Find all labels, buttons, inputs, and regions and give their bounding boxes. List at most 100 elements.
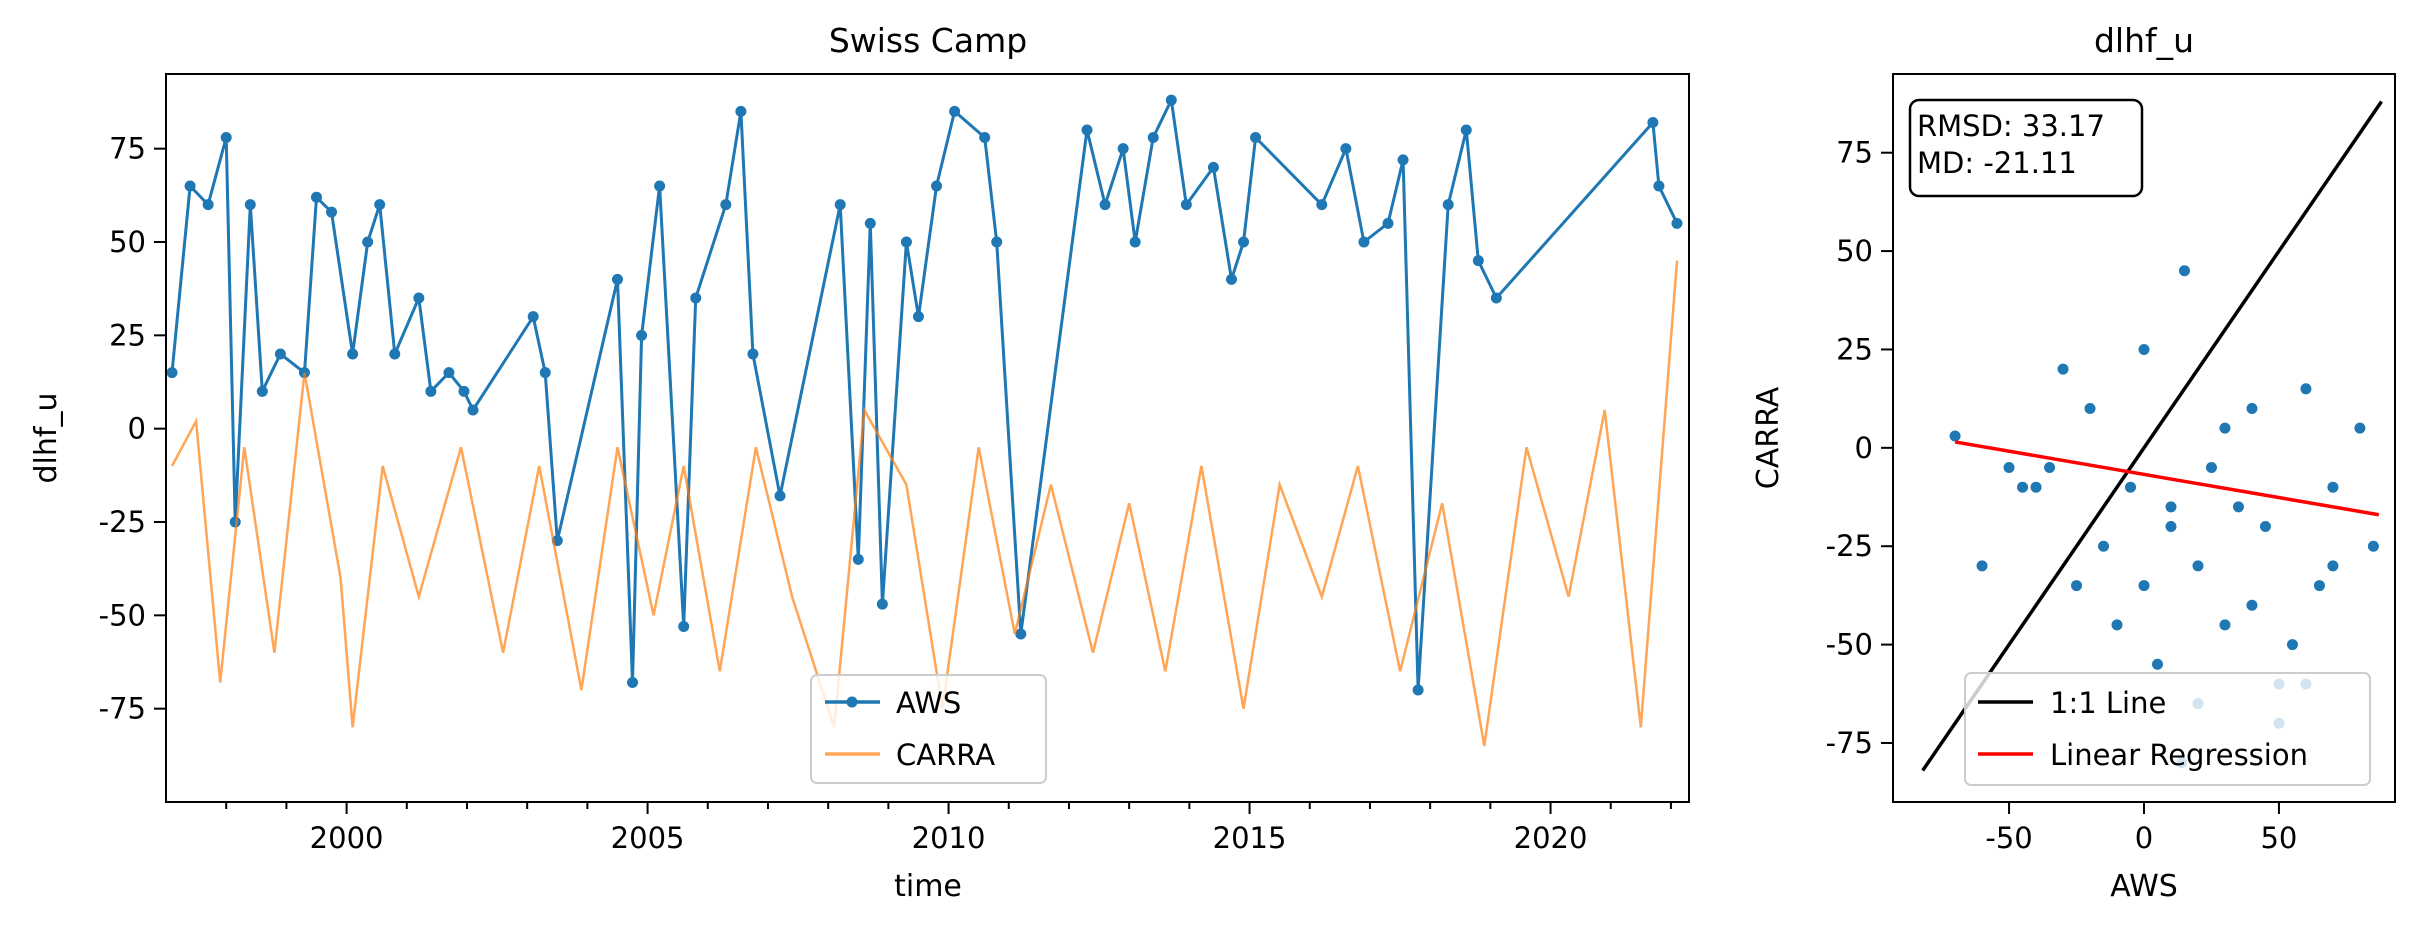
aws-point (458, 385, 470, 397)
scatter-point (2030, 481, 2042, 493)
aws-point (1099, 199, 1111, 211)
timeseries-x-ticks: 2000 2005 2010 2015 2020 (225, 802, 1672, 855)
scatter-point (2098, 540, 2110, 552)
scatter-point (2044, 462, 2056, 474)
aws-point (1472, 255, 1484, 267)
scatter-title: dlhf_u (2094, 21, 2194, 60)
aws-point (389, 348, 401, 360)
aws-point (425, 385, 437, 397)
scatter-point (2246, 402, 2258, 414)
x-tick-label: 2005 (611, 821, 685, 855)
regression-line (1954, 440, 2380, 517)
aws-point (1015, 628, 1027, 640)
scatter-point (2111, 619, 2123, 631)
aws-point (326, 206, 338, 218)
timeseries-ylabel: dlhf_u (29, 393, 64, 484)
aws-point (949, 105, 961, 117)
scatter-point (2084, 402, 2096, 414)
scatter-plot-area (1921, 100, 2383, 772)
scatter-point (2178, 265, 2190, 277)
aws-point (256, 385, 268, 397)
timeseries-plot-area (166, 94, 1683, 747)
scatter-point (2232, 501, 2244, 513)
aws-point (202, 199, 214, 211)
y-tick-label: 0 (1855, 431, 1873, 465)
legend-identity-label: 1:1 Line (2050, 686, 2166, 720)
x-tick-label: 50 (2260, 821, 2297, 855)
aws-point (362, 236, 374, 248)
aws-point (1081, 124, 1093, 136)
scatter-point (2125, 481, 2137, 493)
scatter-point (2354, 422, 2366, 434)
aws-point (1207, 161, 1219, 173)
aws-point (636, 329, 648, 341)
aws-point (1412, 684, 1424, 696)
scatter-y-ticks: -75 -50 -25 0 25 50 75 (1826, 136, 1893, 760)
scatter-point (2205, 462, 2217, 474)
y-tick-label: -25 (99, 505, 146, 539)
scatter-point (2165, 521, 2177, 533)
timeseries-xlabel: time (894, 869, 962, 904)
aws-point (1442, 199, 1454, 211)
aws-point (374, 199, 386, 211)
aws-point (443, 367, 455, 379)
aws-point (1117, 143, 1129, 155)
aws-point (274, 348, 286, 360)
scatter-point (2367, 540, 2379, 552)
y-tick-label: -75 (99, 692, 146, 726)
aws-point (1382, 217, 1394, 229)
stats-rmsd: RMSD: 33.17 (1917, 109, 2105, 143)
aws-point (539, 367, 551, 379)
aws-point (834, 199, 846, 211)
aws-point (1316, 199, 1328, 211)
scatter-xlabel: AWS (2110, 869, 2178, 904)
aws-point (347, 348, 359, 360)
legend-aws-label: AWS (896, 686, 961, 720)
aws-point (690, 292, 702, 304)
aws-point (220, 131, 232, 143)
series-carra-line (170, 260, 1679, 747)
aws-point (413, 292, 425, 304)
aws-point (1250, 131, 1262, 143)
x-tick-label: 2010 (912, 821, 986, 855)
y-tick-label: 0 (128, 412, 146, 446)
y-tick-label: -50 (1826, 628, 1873, 662)
aws-point (979, 131, 991, 143)
y-tick-label: 50 (1836, 234, 1873, 268)
aws-point (627, 677, 639, 689)
scatter-point (2057, 363, 2069, 375)
aws-point (1129, 236, 1141, 248)
scatter-point (2327, 560, 2339, 572)
stats-box: RMSD: 33.17 MD: -21.11 (1908, 98, 2144, 198)
timeseries-y-ticks: -75 -50 -25 0 25 50 75 (99, 132, 166, 726)
stats-md: MD: -21.11 (1917, 146, 2077, 180)
aws-point (912, 311, 924, 323)
aws-point (747, 348, 759, 360)
aws-point (852, 553, 864, 565)
aws-point (1671, 217, 1683, 229)
aws-point (1397, 154, 1409, 166)
aws-point (931, 180, 943, 192)
scatter-point (2300, 383, 2312, 395)
scatter-point (2003, 462, 2015, 474)
aws-point (1358, 236, 1370, 248)
aws-point (611, 273, 623, 285)
scatter-point (1949, 430, 1961, 442)
y-tick-label: 25 (109, 318, 146, 352)
timeseries-frame (165, 73, 1690, 803)
aws-point (1460, 124, 1472, 136)
scatter-point (2017, 481, 2029, 493)
x-tick-label: -50 (1985, 821, 2032, 855)
scatter-point (2286, 639, 2298, 651)
scatter-x-ticks: -50 0 50 (1985, 802, 2297, 855)
scatter-point (2219, 619, 2231, 631)
identity-line (1921, 100, 2383, 772)
scatter-point (2138, 580, 2150, 592)
aws-point (527, 311, 539, 323)
aws-point (735, 105, 747, 117)
scatter-legend: 1:1 Line Linear Regression (1964, 672, 2371, 786)
x-tick-label: 2020 (1514, 821, 1588, 855)
aws-point (876, 598, 888, 610)
